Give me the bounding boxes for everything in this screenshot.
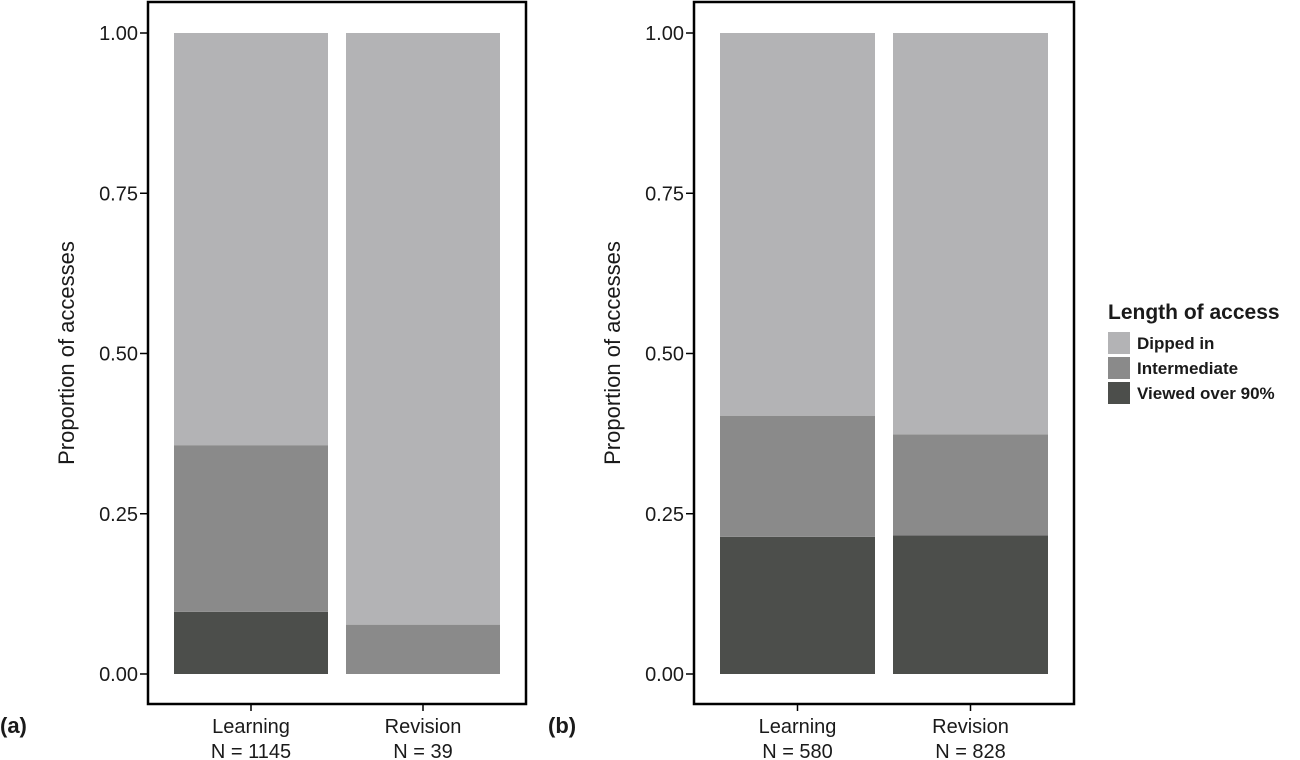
bar-revision-intermediate xyxy=(346,624,500,674)
x-tick-n-revision: N = 39 xyxy=(393,741,452,760)
panel-a: 0.00 0.25 0.50 0.75 1.00 Learning N = 1145 Rev… xyxy=(0,0,528,760)
bar-learning-viewed-over-90 xyxy=(174,611,328,674)
y-axis-a: 0.00 0.25 0.50 0.75 1.00 xyxy=(99,23,148,686)
x-tick-label-learning: Learning xyxy=(759,716,837,738)
bar-revision-viewed-over-90 xyxy=(893,535,1048,674)
bar-revision-intermediate xyxy=(893,434,1048,536)
x-axis-b: Learning N = 580 Revision N = 828 xyxy=(759,704,1009,760)
legend-label-intermediate: Intermediate xyxy=(1137,359,1238,378)
y-tick-label: 0.50 xyxy=(645,344,684,366)
bar-learning-intermediate xyxy=(174,445,328,612)
x-tick-label-revision: Revision xyxy=(385,716,462,738)
bar-learning-dipped-in xyxy=(174,33,328,446)
legend-swatch-dipped-in xyxy=(1108,332,1130,354)
y-tick-label: 1.00 xyxy=(99,23,138,45)
y-axis-title-b: Proportion of accesses xyxy=(600,241,625,465)
y-tick-label: 0.75 xyxy=(99,183,138,205)
bar-revision-dipped-in xyxy=(346,33,500,625)
x-tick-n-revision: N = 828 xyxy=(935,741,1006,760)
y-axis-b: 0.00 0.25 0.50 0.75 1.00 xyxy=(645,23,694,686)
y-tick-label: 0.25 xyxy=(99,504,138,526)
y-tick-label: 1.00 xyxy=(645,23,684,45)
x-tick-n-learning: N = 580 xyxy=(762,741,833,760)
bar-learning-intermediate xyxy=(720,415,875,537)
x-tick-label-revision: Revision xyxy=(932,716,1009,738)
bar-revision-dipped-in xyxy=(893,33,1048,435)
x-tick-n-learning: N = 1145 xyxy=(211,741,291,760)
legend-label-viewed-over-90: Viewed over 90% xyxy=(1137,384,1275,403)
bars-a xyxy=(174,33,500,674)
bar-learning-viewed-over-90 xyxy=(720,536,875,674)
legend-title: Length of access xyxy=(1108,301,1280,324)
panel-label-a: (a) xyxy=(0,713,27,738)
x-tick-label-learning: Learning xyxy=(212,716,290,738)
x-axis-a: Learning N = 1145 Revision N = 39 xyxy=(211,704,461,760)
panel-b: 0.00 0.25 0.50 0.75 1.00 Learning N = 580 Revi… xyxy=(548,0,1076,760)
y-tick-label: 0.00 xyxy=(99,664,138,686)
bars-b xyxy=(720,33,1048,674)
y-tick-label: 0.75 xyxy=(645,183,684,205)
y-tick-label: 0.00 xyxy=(645,664,684,686)
legend-swatch-viewed-over-90 xyxy=(1108,382,1130,404)
y-axis-title-a: Proportion of accesses xyxy=(54,241,79,465)
legend-swatch-intermediate xyxy=(1108,357,1130,379)
legend-label-dipped-in: Dipped in xyxy=(1137,334,1214,353)
panel-label-b: (b) xyxy=(548,713,576,738)
y-tick-label: 0.25 xyxy=(645,504,684,526)
bar-learning-dipped-in xyxy=(720,33,875,416)
legend: Length of access Dipped in Intermediate … xyxy=(1108,301,1280,404)
y-tick-label: 0.50 xyxy=(99,344,138,366)
